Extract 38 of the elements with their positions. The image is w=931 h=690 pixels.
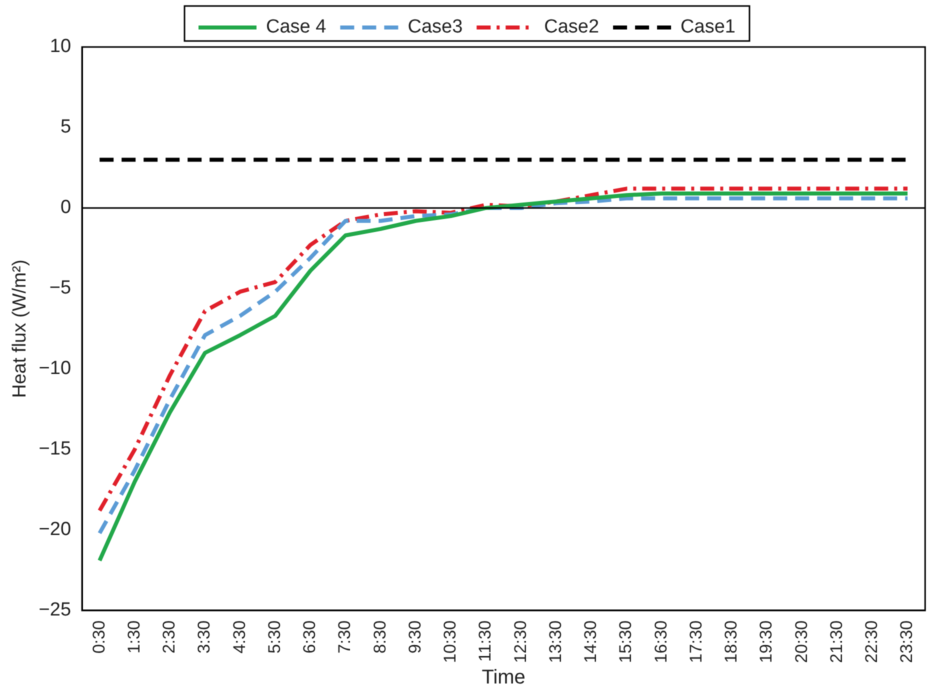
legend-label: Case2 — [544, 16, 600, 38]
x-tick-label: 4:30 — [230, 620, 249, 654]
x-tick-label: 11:30 — [476, 620, 495, 662]
legend-label: Case3 — [408, 16, 463, 38]
x-tick-label: 12:30 — [510, 620, 530, 664]
legend-label: Case1 — [680, 16, 736, 38]
y-axis-title: Heat flux (W/m²) — [10, 260, 31, 398]
x-axis-title: Time — [482, 666, 526, 689]
y-tick-label: −5 — [49, 278, 72, 299]
x-tick-label: 10:30 — [440, 620, 460, 664]
x-tick-label: 14:30 — [581, 620, 600, 664]
x-tick-label: 0:30 — [89, 620, 108, 654]
x-tick-label: 22:30 — [862, 620, 882, 664]
x-tick-label: 8:30 — [370, 620, 390, 654]
y-tick-label: −10 — [38, 358, 72, 380]
x-tick-label: 20:30 — [792, 620, 811, 664]
x-tick-label: 19:30 — [756, 620, 776, 664]
y-tick-label: −25 — [38, 600, 72, 621]
x-tick-label: 16:30 — [651, 620, 670, 664]
y-tick-label: −15 — [38, 438, 72, 460]
x-tick-label: 5:30 — [264, 620, 284, 654]
y-tick-label: 0 — [60, 197, 72, 218]
x-tick-label: 2:30 — [160, 620, 179, 654]
x-tick-label: 3:30 — [194, 620, 214, 654]
legend-label: Case 4 — [266, 16, 327, 38]
x-tick-label: 23:30 — [897, 620, 916, 664]
y-tick-label: 5 — [60, 116, 72, 138]
x-tick-label: 1:30 — [124, 620, 144, 654]
x-tick-label: 13:30 — [546, 620, 565, 664]
y-tick-label: −20 — [38, 519, 72, 540]
x-tick-label: 7:30 — [335, 620, 354, 654]
x-tick-label: 15:30 — [616, 620, 636, 664]
x-tick-label: 21:30 — [826, 620, 846, 664]
x-tick-label: 18:30 — [722, 620, 741, 664]
x-tick-label: 17:30 — [686, 620, 706, 664]
x-tick-label: 6:30 — [300, 620, 320, 654]
x-tick-label: 9:30 — [405, 620, 424, 654]
y-tick-label: 10 — [50, 36, 72, 58]
